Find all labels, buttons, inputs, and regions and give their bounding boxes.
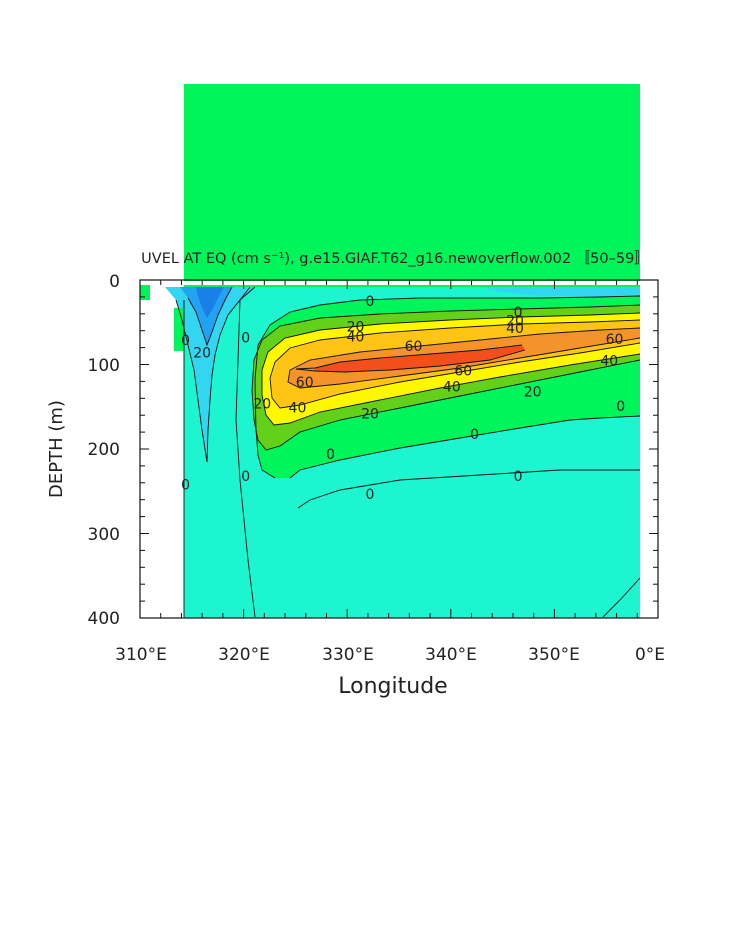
band-0-10-middle: [290, 416, 640, 508]
band-60-plus: [314, 345, 525, 372]
x-tick-label: 350°E: [528, 645, 580, 665]
contour-label: 40: [506, 321, 524, 337]
contour-line-neg-20: [187, 286, 233, 347]
contour-line-20: [261, 312, 641, 426]
tick-marks: [139, 279, 659, 619]
contour-label: 60: [454, 363, 472, 379]
chart-title: UVEL AT EQ (cm s⁻¹), g.e15.GIAF.T62_g16.…: [141, 250, 649, 267]
contour-label: 60: [296, 375, 314, 391]
contour-label: 0: [181, 333, 190, 349]
band-neg-10: [165, 287, 255, 462]
x-tick-label: 320°E: [218, 645, 270, 665]
contour-label: 0: [326, 447, 335, 463]
contour-label: 0: [241, 330, 250, 346]
contour-label: 20: [253, 396, 271, 412]
contour-label: 0: [366, 487, 375, 503]
surface-strip: [141, 281, 657, 285]
contour-line-0-upper: [254, 295, 641, 479]
y-axis-title: DEPTH (m): [46, 400, 67, 498]
contour-line-10: [251, 304, 641, 451]
x-tick-label: 0°E: [635, 645, 665, 665]
contour-label: 40: [443, 379, 461, 395]
contour-label: 0: [181, 477, 190, 493]
contour-lines: [175, 286, 641, 618]
contour-label: 20: [193, 346, 211, 362]
x-tick-label: 330°E: [322, 645, 374, 665]
contour-label: 0: [241, 469, 250, 485]
contour-label: 40: [289, 401, 307, 417]
contour-line-0-lower: [297, 469, 640, 509]
contour-label: 0: [514, 305, 523, 321]
band-0-10-southeast: [603, 578, 640, 618]
contour-label: 0: [366, 294, 375, 310]
contour-label: 0: [514, 469, 523, 485]
contour-label: 20: [361, 407, 379, 423]
land-patch-upper: [140, 285, 150, 300]
x-axis-title: Longitude: [338, 674, 447, 699]
contour-label: 20: [506, 314, 524, 330]
y-tick-label: 400: [88, 609, 120, 629]
contour-line-60: [295, 344, 526, 373]
contour-label: 20: [347, 319, 365, 335]
y-tick-label: 200: [88, 440, 120, 460]
y-tick-label: 0: [109, 272, 120, 292]
band-0-10-west: [170, 287, 255, 618]
contour-line-neg-10: [175, 286, 256, 463]
contour-label: 40: [347, 330, 365, 346]
contour-line-south: [602, 577, 641, 618]
y-tick-label: 100: [88, 356, 120, 376]
no-data-region: [141, 300, 184, 617]
band-neg-10-surface: [480, 287, 640, 297]
contour-line-30: [269, 319, 641, 409]
contour-label: 0: [616, 399, 625, 415]
contour-label: 20: [524, 385, 542, 401]
filled-contours: [140, 84, 657, 618]
x-tick-label: 340°E: [425, 645, 477, 665]
y-tick-label: 300: [88, 525, 120, 545]
x-tick-label: 310°E: [115, 645, 167, 665]
contour-label: 60: [405, 339, 423, 355]
contour-line-40: [287, 327, 641, 389]
contour-label: 0: [470, 427, 479, 443]
contour-line-0-mid: [289, 415, 641, 479]
y-tick-labels: 0 100 200 300 400: [88, 272, 120, 629]
land-patch-lower: [174, 308, 184, 351]
contour-label: 60: [606, 332, 624, 348]
band-neg-30: [196, 287, 224, 318]
x-tick-labels: 310°E 320°E 330°E 340°E 350°E 0°E: [115, 645, 665, 665]
contour-label: 40: [600, 353, 618, 369]
